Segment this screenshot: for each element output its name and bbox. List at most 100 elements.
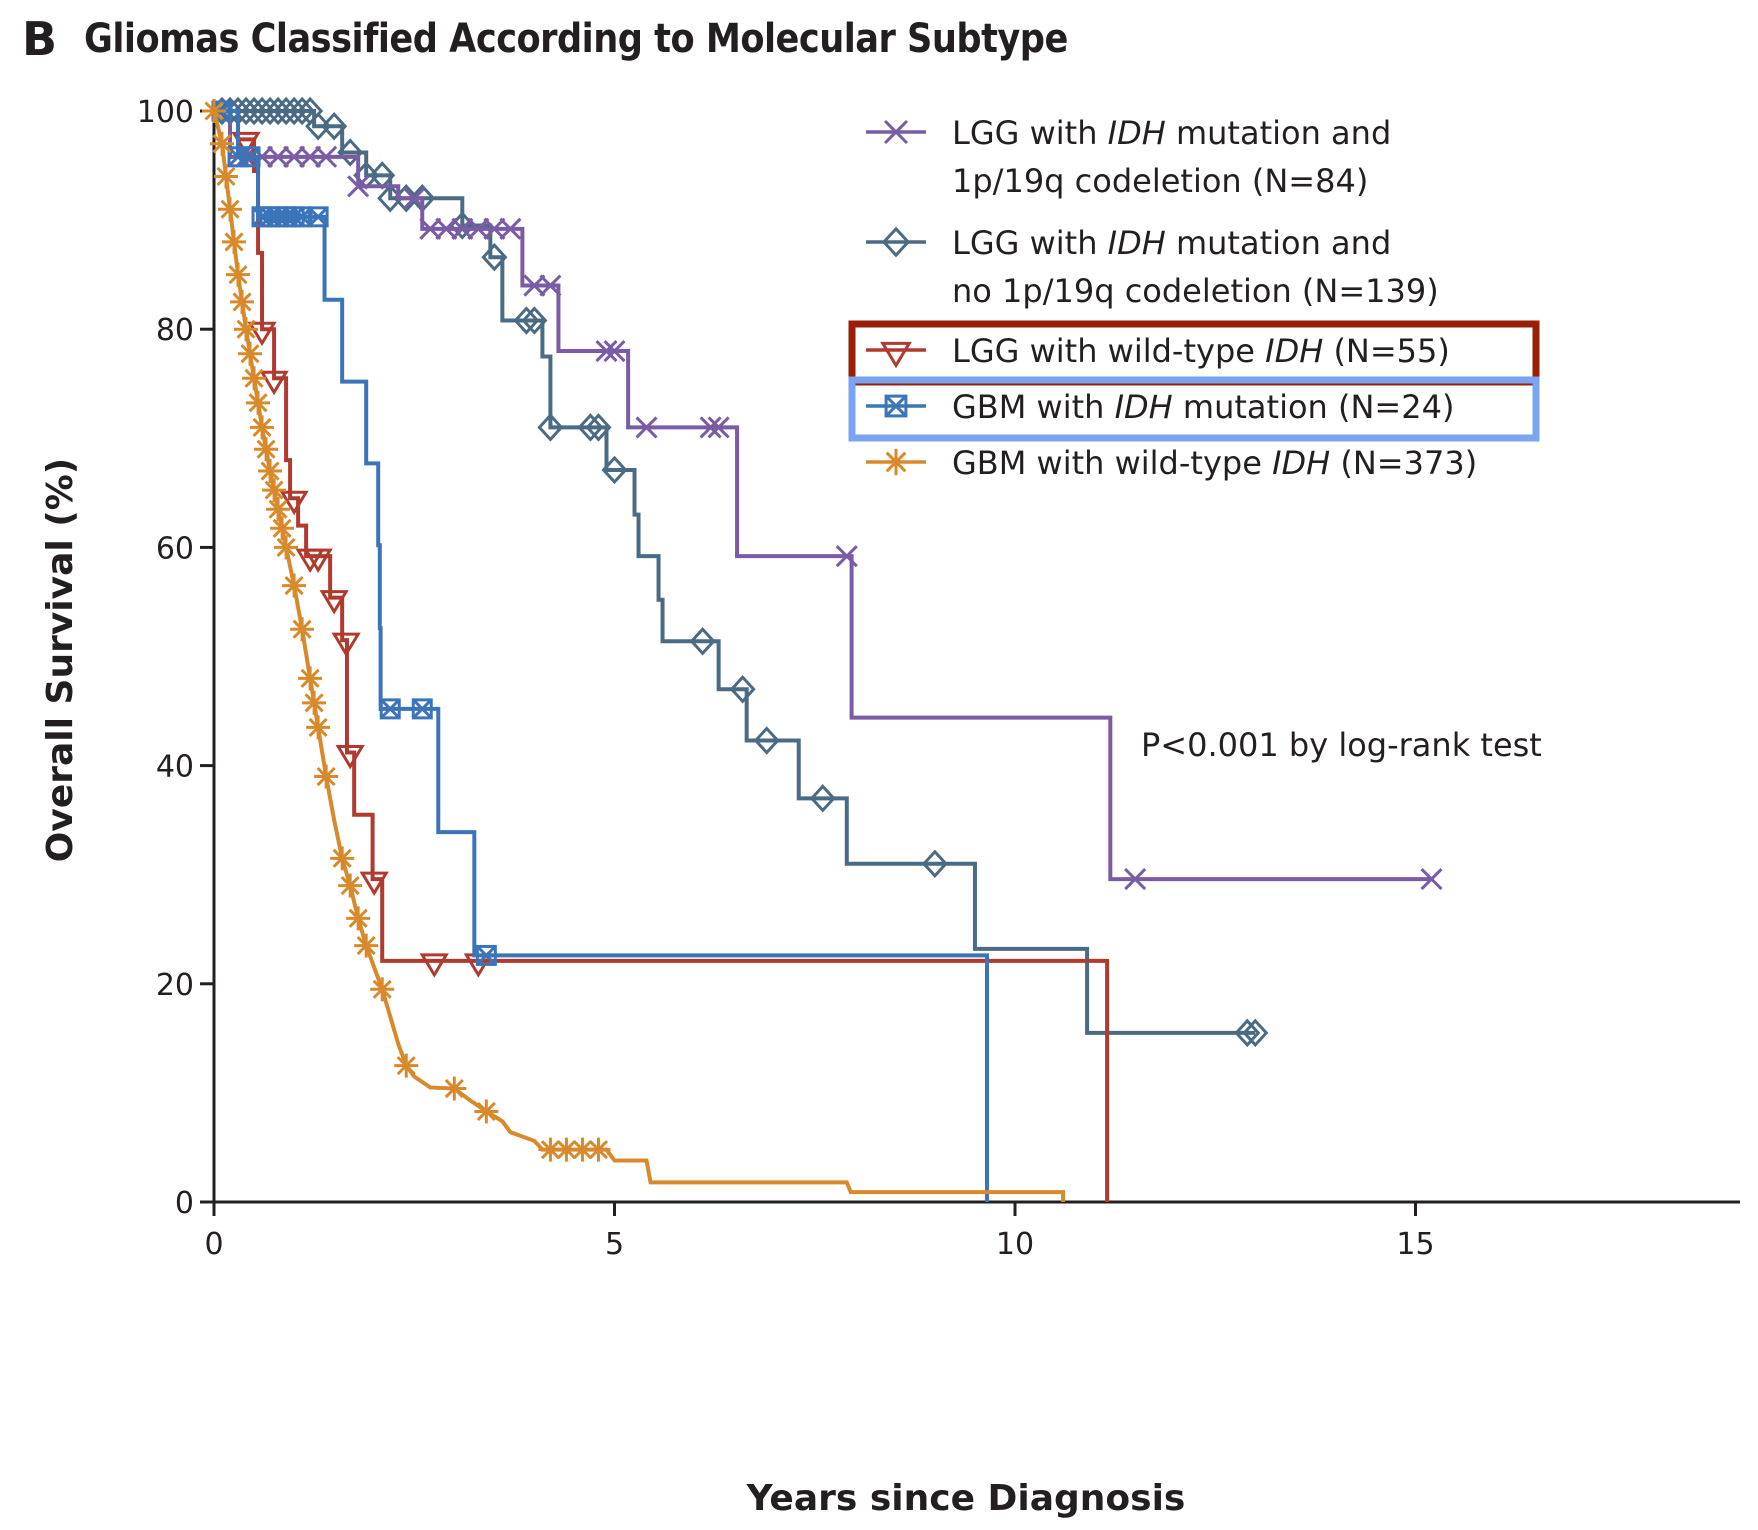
legend-label-part: (N=55) — [1323, 332, 1450, 370]
square-x-cross — [476, 945, 497, 966]
censor-marker — [539, 274, 562, 297]
censor-marker — [585, 413, 612, 442]
censor-marker — [1242, 1018, 1269, 1048]
p-value-annotation: P<0.001 by log-rank test — [1141, 726, 1542, 764]
asterisk-stroke — [248, 393, 268, 413]
chart-title: Gliomas Classified According to Molecula… — [84, 16, 1068, 62]
censor-marker — [921, 849, 948, 879]
x-mark-stroke — [483, 217, 506, 240]
censor-marker — [202, 99, 226, 123]
asterisk-stroke — [340, 876, 360, 896]
asterisk-stroke — [212, 134, 232, 154]
censor-marker — [226, 262, 251, 287]
censor-marker — [603, 339, 626, 363]
y-tick-label: 0 — [175, 1186, 194, 1221]
legend-label-part: (N=373) — [1330, 444, 1477, 482]
censor-marker — [379, 698, 401, 720]
diamond-mark — [577, 413, 604, 442]
square-mark — [291, 206, 313, 228]
legend-label-part: no 1p/19q codeletion (N=139) — [952, 272, 1439, 310]
gene-name-italic: IDH — [1265, 332, 1323, 370]
censor-marker — [1420, 868, 1443, 891]
asterisk-stroke — [556, 1140, 577, 1160]
censor-marker — [290, 617, 315, 642]
censor-marker — [729, 675, 756, 704]
square-x-cross — [412, 698, 433, 719]
survival-line-gbm-idh-wt — [212, 110, 1066, 1202]
survival-line-gbm-idh-mut — [214, 109, 989, 1202]
censor-marker — [321, 112, 348, 141]
triangle-mark — [247, 321, 277, 347]
asterisk-stroke — [316, 766, 336, 787]
censor-marker — [270, 516, 295, 541]
triangle-mark — [331, 632, 361, 658]
x-mark-stroke — [267, 145, 290, 168]
diamond-mark — [337, 138, 364, 167]
censor-marker — [299, 145, 322, 168]
censor-marker — [882, 448, 910, 476]
gene-name-italic: IDH — [1115, 388, 1173, 426]
censor-marker — [419, 217, 442, 240]
censor-marker — [753, 726, 780, 755]
censor-marker — [881, 226, 911, 258]
x-mark-stroke — [467, 217, 490, 240]
asterisk-stroke — [332, 848, 352, 868]
censor-marker — [537, 413, 564, 442]
x-mark-stroke — [435, 217, 458, 240]
legend-item-gbm-idh-mut: GBM with IDH mutation (N=24) — [848, 376, 1540, 442]
triangle-mark — [303, 548, 333, 574]
censor-marker — [298, 666, 323, 691]
censor-marker — [283, 145, 306, 168]
legend-label-part: mutation and — [1166, 114, 1391, 152]
x-tick-label: 0 — [204, 1227, 223, 1262]
censor-marker — [483, 217, 506, 240]
asterisk-stroke — [256, 439, 276, 459]
y-tick-label: 40 — [156, 750, 194, 785]
censor-marker — [481, 242, 508, 272]
legend-label-part: 1p/19q codeletion (N=84) — [952, 162, 1368, 200]
x-mark-stroke — [499, 217, 522, 240]
asterisk-stroke — [216, 166, 236, 187]
asterisk-stroke — [348, 908, 368, 928]
asterisk-stroke — [572, 1140, 593, 1160]
square-mark — [239, 146, 261, 168]
square-x-cross — [885, 395, 907, 417]
censor-marker — [523, 274, 546, 297]
square-mark — [227, 146, 249, 168]
censor-marker — [231, 131, 261, 157]
diamond-mark — [521, 306, 548, 335]
legend-label: no 1p/19q codeletion (N=139) — [952, 272, 1439, 310]
censor-marker — [250, 415, 275, 440]
diamond-mark — [1242, 1018, 1269, 1048]
legend-label-part: mutation (N=24) — [1173, 388, 1455, 426]
legend-highlight-box — [848, 376, 1540, 442]
square-mark — [379, 698, 401, 720]
gene-name-italic: IDH — [1272, 444, 1330, 482]
panel-letter: B — [22, 12, 58, 66]
asterisk-stroke — [356, 936, 376, 956]
diamond-mark — [689, 627, 716, 656]
censor-marker — [689, 627, 716, 656]
legend-label: LGG with wild-type IDH (N=55) — [952, 332, 1450, 370]
censor-marker — [635, 416, 658, 439]
triangle-mark — [359, 871, 389, 896]
censor-marker — [242, 366, 267, 391]
censor-marker — [451, 217, 474, 240]
x-mark-stroke — [699, 416, 722, 439]
censor-marker — [521, 306, 548, 335]
censor-marker — [289, 96, 316, 126]
legend-item-gbm-idh-wt: GBM with wild-type IDH (N=373) — [866, 444, 1477, 482]
asterisk-stroke — [232, 292, 252, 312]
censor-marker — [513, 306, 540, 335]
diamond-mark — [321, 112, 348, 141]
censor-marker — [699, 416, 722, 439]
legend-label-part: LGG with — [952, 224, 1108, 262]
censor-marker — [319, 590, 349, 615]
censor-marker — [307, 206, 329, 228]
censor-marker — [254, 437, 279, 462]
censor-marker — [239, 146, 261, 168]
legend-label-part: GBM with — [952, 388, 1115, 426]
asterisk-stroke — [284, 576, 304, 596]
square-mark — [884, 394, 908, 418]
